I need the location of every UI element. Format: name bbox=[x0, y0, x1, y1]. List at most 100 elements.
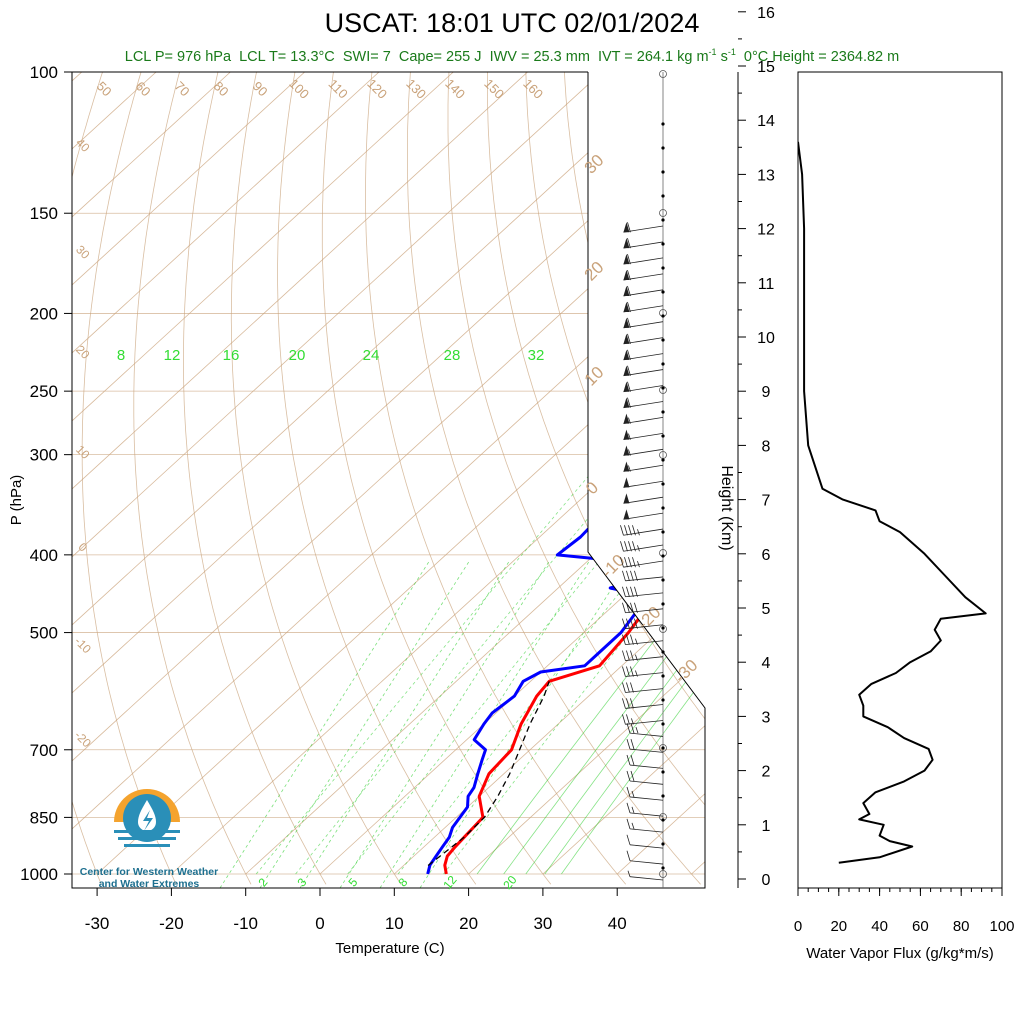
chart-title: USCAT: 18:01 UTC 02/01/2024 bbox=[324, 8, 700, 38]
staff-marker bbox=[659, 870, 667, 878]
barb-staff bbox=[623, 496, 664, 504]
barb-pennant bbox=[623, 222, 630, 233]
wind-barb bbox=[623, 349, 664, 361]
isotherm-label: 150 bbox=[481, 76, 507, 102]
staff-dot bbox=[661, 122, 665, 126]
dry-adiabat-line bbox=[0, 58, 69, 885]
staff-dot bbox=[661, 746, 665, 750]
mixing-ratio-line bbox=[544, 346, 705, 875]
wind-barb bbox=[626, 723, 664, 737]
staff-dot bbox=[661, 674, 665, 678]
dry-adiabat-line bbox=[754, 58, 1024, 885]
mixing-ratio-label: 16 bbox=[223, 347, 240, 364]
barb-feather bbox=[627, 238, 631, 249]
dry-adiabat-label: 10 bbox=[581, 363, 608, 390]
isotherm-label: 60 bbox=[133, 78, 154, 99]
dry-adiabat-line bbox=[183, 72, 327, 885]
staff-dot bbox=[661, 650, 665, 654]
barb-feather bbox=[627, 253, 631, 265]
barb-half-feather bbox=[631, 822, 635, 829]
isotherm-label: 50 bbox=[94, 78, 115, 99]
barb-feather bbox=[630, 682, 634, 693]
barb-half-feather bbox=[631, 806, 635, 814]
wind-barb bbox=[626, 786, 664, 801]
flux-x-label: Water Vapor Flux (g/kg*m/s) bbox=[806, 945, 994, 962]
isotherm-line bbox=[72, 72, 454, 875]
barb-feather bbox=[626, 570, 630, 581]
isotherm-line bbox=[72, 72, 231, 875]
barb-feather bbox=[626, 834, 631, 845]
barb-feather bbox=[630, 586, 634, 597]
dry-adiabat-label: 30 bbox=[581, 151, 608, 178]
staff-marker bbox=[659, 625, 667, 633]
staff-dot bbox=[661, 338, 665, 342]
wind-barb bbox=[626, 834, 664, 849]
barb-feather bbox=[622, 682, 626, 693]
staff-dot bbox=[661, 434, 665, 438]
barb-feather bbox=[626, 770, 631, 782]
isotherm-label: 110 bbox=[326, 76, 351, 101]
dry-adiabat-line bbox=[601, 72, 705, 885]
barb-feather bbox=[622, 650, 626, 661]
height-tick-label: 12 bbox=[757, 222, 775, 239]
barb-half-feather bbox=[635, 670, 638, 677]
isotherm-line bbox=[840, 72, 1024, 874]
barb-feather bbox=[627, 222, 631, 233]
barb-feather bbox=[626, 738, 631, 750]
height-tick-label: 9 bbox=[762, 384, 771, 401]
barb-half-feather bbox=[628, 465, 631, 472]
barb-feather bbox=[627, 365, 631, 376]
y-tick-label: 250 bbox=[30, 382, 58, 401]
barb-feather bbox=[628, 557, 632, 568]
dry-adiabat-line bbox=[830, 58, 1024, 885]
wind-barb bbox=[622, 586, 664, 598]
wind-barb bbox=[622, 618, 664, 630]
lcl-temperature: LCL T= 13.3°C bbox=[239, 48, 335, 65]
height-tick-label: 6 bbox=[762, 547, 771, 564]
barb-feather bbox=[627, 317, 631, 329]
height-tick-label: 13 bbox=[757, 167, 775, 184]
isotherm-line bbox=[468, 72, 705, 875]
mixing-ratio-label: 28 bbox=[444, 347, 461, 364]
isotherm-label: 80 bbox=[211, 78, 232, 99]
barb-half-feather bbox=[631, 790, 635, 798]
mixing-ratio-line bbox=[561, 346, 705, 875]
dry-adiabat-label: -30 bbox=[671, 656, 702, 687]
barb-staff bbox=[629, 748, 664, 753]
height-tick-label: 16 bbox=[757, 5, 775, 22]
staff-dot bbox=[661, 578, 665, 582]
flux-x-tick-label: 60 bbox=[912, 918, 929, 935]
iwv-value: IWV = 25.3 mm bbox=[489, 48, 590, 65]
isotherm-line bbox=[989, 72, 1024, 874]
wind-barb bbox=[626, 818, 664, 833]
isotherm-label: 70 bbox=[172, 78, 193, 99]
x-tick-label: 20 bbox=[459, 914, 478, 933]
barb-feather bbox=[622, 570, 626, 581]
barb-half-feather bbox=[627, 870, 631, 877]
barb-pennant bbox=[623, 349, 630, 360]
staff-dot bbox=[661, 458, 665, 462]
barb-feather bbox=[626, 698, 630, 709]
barb-feather bbox=[624, 557, 628, 568]
barb-feather bbox=[627, 349, 631, 360]
logo-text: Center for Western Weather and Water Ext… bbox=[79, 866, 219, 890]
barb-feather bbox=[634, 570, 638, 581]
staff-dot bbox=[661, 410, 665, 414]
barb-feather bbox=[626, 754, 631, 766]
staff-dot bbox=[661, 866, 665, 870]
staff-dot bbox=[661, 842, 665, 846]
wind-barb bbox=[623, 509, 664, 520]
height-tick-label: 11 bbox=[758, 276, 775, 293]
barb-pennant bbox=[623, 429, 630, 440]
barb-half-feather bbox=[637, 529, 640, 536]
mixing-ratio-line bbox=[525, 346, 705, 875]
dry-adiabat-line bbox=[365, 72, 627, 885]
barb-pennant bbox=[623, 270, 630, 281]
barb-feather bbox=[634, 618, 638, 629]
barb-feather bbox=[627, 301, 631, 313]
mixing-ratio-line bbox=[503, 346, 705, 875]
barb-half-feather bbox=[628, 449, 631, 456]
isotherm-line bbox=[0, 72, 8, 874]
wind-barb bbox=[622, 602, 664, 614]
